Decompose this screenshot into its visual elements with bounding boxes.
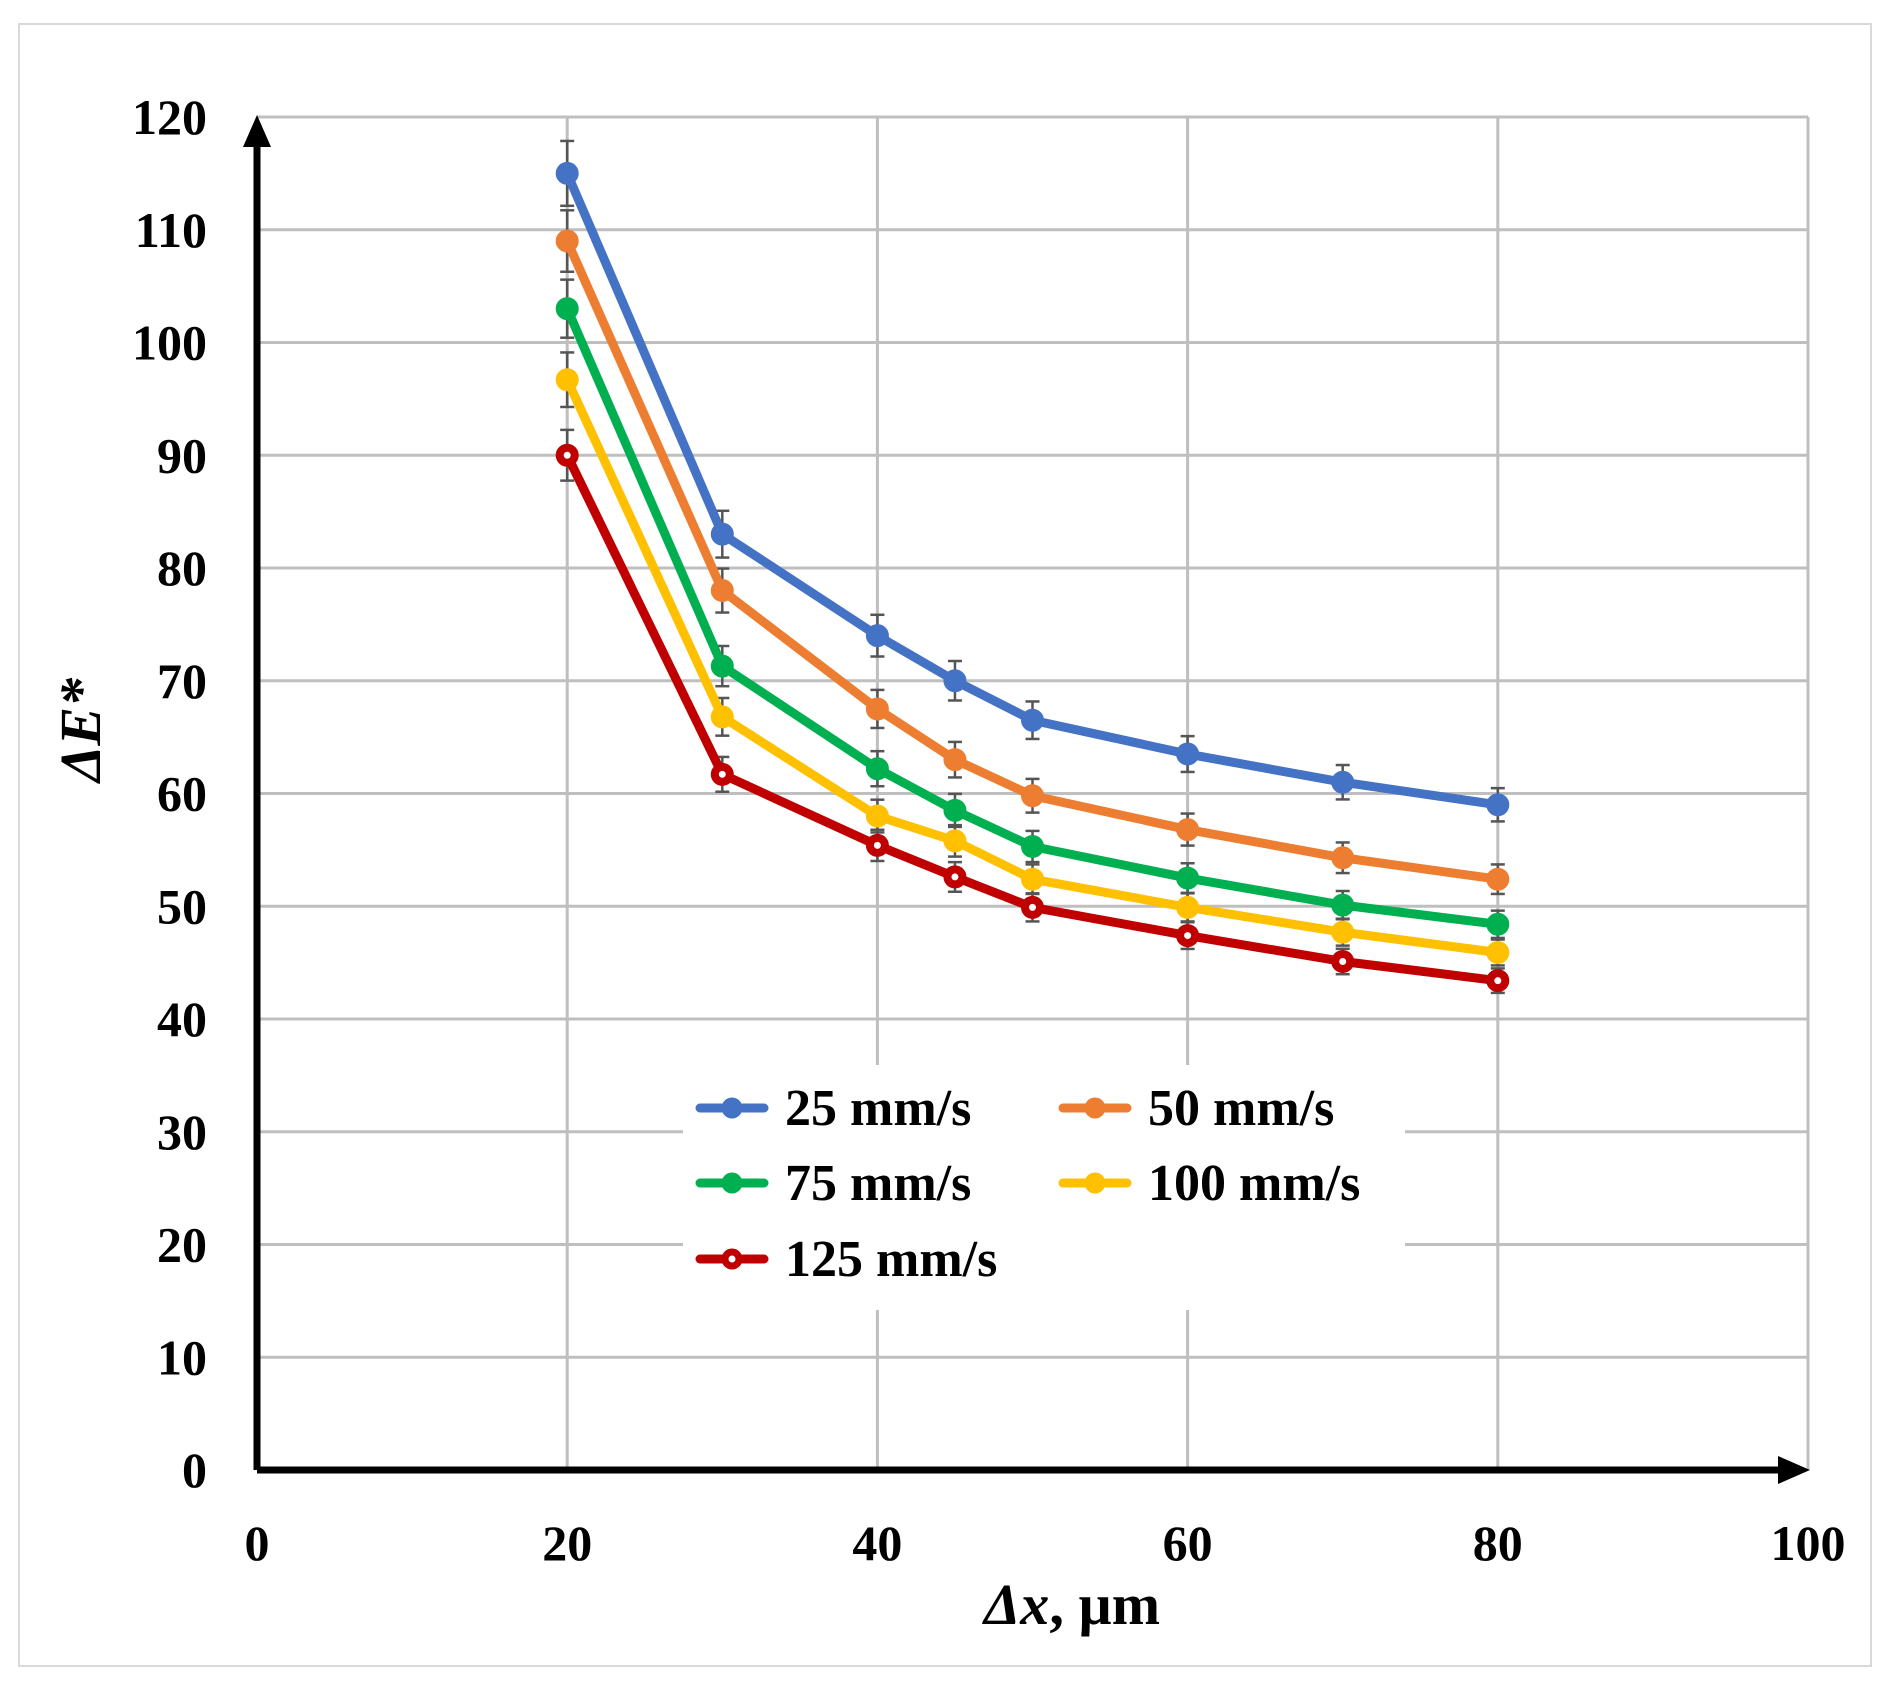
data-point-center — [1184, 932, 1192, 940]
y-tick-label: 30 — [157, 1104, 207, 1160]
data-point — [1486, 867, 1510, 891]
x-tick-label: 20 — [542, 1515, 592, 1571]
data-point — [1486, 793, 1510, 817]
series-group — [555, 209, 1510, 896]
y-tick-label: 50 — [157, 878, 207, 934]
data-point — [710, 579, 734, 603]
y-tick-label: 70 — [157, 653, 207, 709]
y-tick-label: 90 — [157, 427, 207, 483]
series-group — [555, 139, 1510, 823]
y-tick-label: 0 — [182, 1442, 207, 1498]
y-tick-label: 120 — [132, 89, 207, 145]
legend-label: 50 mm/s — [1148, 1080, 1334, 1137]
y-tick-label: 20 — [157, 1217, 207, 1273]
data-point — [943, 798, 967, 822]
y-tick-label: 100 — [132, 315, 207, 371]
data-point — [1176, 818, 1200, 842]
legend-label: 75 mm/s — [785, 1155, 971, 1212]
data-point — [710, 654, 734, 678]
x-axis-title-symbol: Δx — [982, 1572, 1049, 1637]
data-point — [1021, 867, 1044, 891]
x-tick-label: 80 — [1473, 1515, 1523, 1571]
x-tick-label: 0 — [245, 1515, 270, 1571]
x-axis-arrow — [1778, 1456, 1810, 1484]
data-point — [1021, 708, 1044, 732]
y-tick-label: 80 — [157, 540, 207, 596]
data-point-center — [1029, 903, 1036, 911]
y-axis-title: ΔE* — [48, 677, 113, 784]
data-point — [710, 705, 734, 729]
data-point — [1331, 846, 1355, 870]
x-axis-title: Δx, µm — [982, 1572, 1160, 1637]
y-tick-label: 110 — [135, 202, 207, 258]
data-point — [1176, 895, 1200, 919]
data-point — [555, 297, 579, 321]
series-line — [562, 450, 1503, 986]
data-point — [1176, 742, 1200, 766]
series-line — [562, 168, 1503, 810]
legend-label: 100 mm/s — [1148, 1155, 1360, 1212]
legend-swatch-marker — [1084, 1172, 1106, 1194]
series-group — [555, 351, 1510, 967]
series-line — [562, 304, 1503, 929]
legend: 25 mm/s 50 mm/s 75 mm/s 100 mm/s 125 mm/s — [683, 1065, 1405, 1310]
series-group — [555, 278, 1510, 940]
legend-swatch-marker — [721, 1172, 743, 1194]
legend-label: 25 mm/s — [785, 1080, 971, 1137]
gridlines — [257, 115, 1810, 1470]
legend-swatch-center — [728, 1255, 736, 1263]
series-line — [562, 236, 1503, 884]
y-axis-arrow — [243, 115, 271, 147]
data-point-center — [1339, 957, 1347, 965]
data-point — [1021, 834, 1044, 858]
data-point — [1176, 866, 1200, 890]
data-point — [1486, 940, 1510, 964]
x-axis-title-unit: , µm — [1049, 1572, 1160, 1637]
data-point-center — [873, 841, 881, 849]
x-tick-label: 40 — [852, 1515, 902, 1571]
data-point — [710, 522, 734, 546]
axes — [243, 115, 1810, 1484]
series-group — [555, 428, 1510, 995]
series-line — [562, 375, 1503, 957]
data-point — [555, 161, 579, 185]
data-point — [1021, 784, 1044, 808]
series-lines — [555, 139, 1510, 995]
data-point-center — [1494, 977, 1502, 985]
data-point — [555, 368, 579, 392]
legend-label: 125 mm/s — [785, 1231, 997, 1288]
data-point — [943, 669, 967, 693]
data-point-center — [951, 873, 959, 881]
data-point — [865, 757, 889, 781]
data-point-center — [563, 451, 571, 459]
data-point — [865, 804, 889, 828]
y-tick-label: 10 — [157, 1329, 207, 1385]
x-tick-label: 100 — [1771, 1515, 1846, 1571]
axis-labels: 0 10 20 30 40 50 60 70 80 90 100 110 120 0 20 40 60 80 100… — [48, 89, 1846, 1637]
data-point — [943, 829, 967, 853]
legend-swatch-marker — [721, 1097, 743, 1119]
data-point — [1331, 920, 1355, 944]
data-point — [1486, 912, 1510, 936]
x-tick-label: 60 — [1163, 1515, 1213, 1571]
y-tick-label: 60 — [157, 766, 207, 822]
legend-swatch-marker — [1084, 1097, 1106, 1119]
data-point-center — [718, 770, 726, 778]
legend-background — [683, 1065, 1405, 1310]
data-point — [943, 748, 967, 772]
data-point — [1331, 893, 1355, 917]
y-tick-label: 40 — [157, 991, 207, 1047]
data-point — [1331, 770, 1355, 794]
data-point — [555, 229, 579, 253]
data-point — [865, 624, 889, 648]
data-point — [865, 697, 889, 721]
